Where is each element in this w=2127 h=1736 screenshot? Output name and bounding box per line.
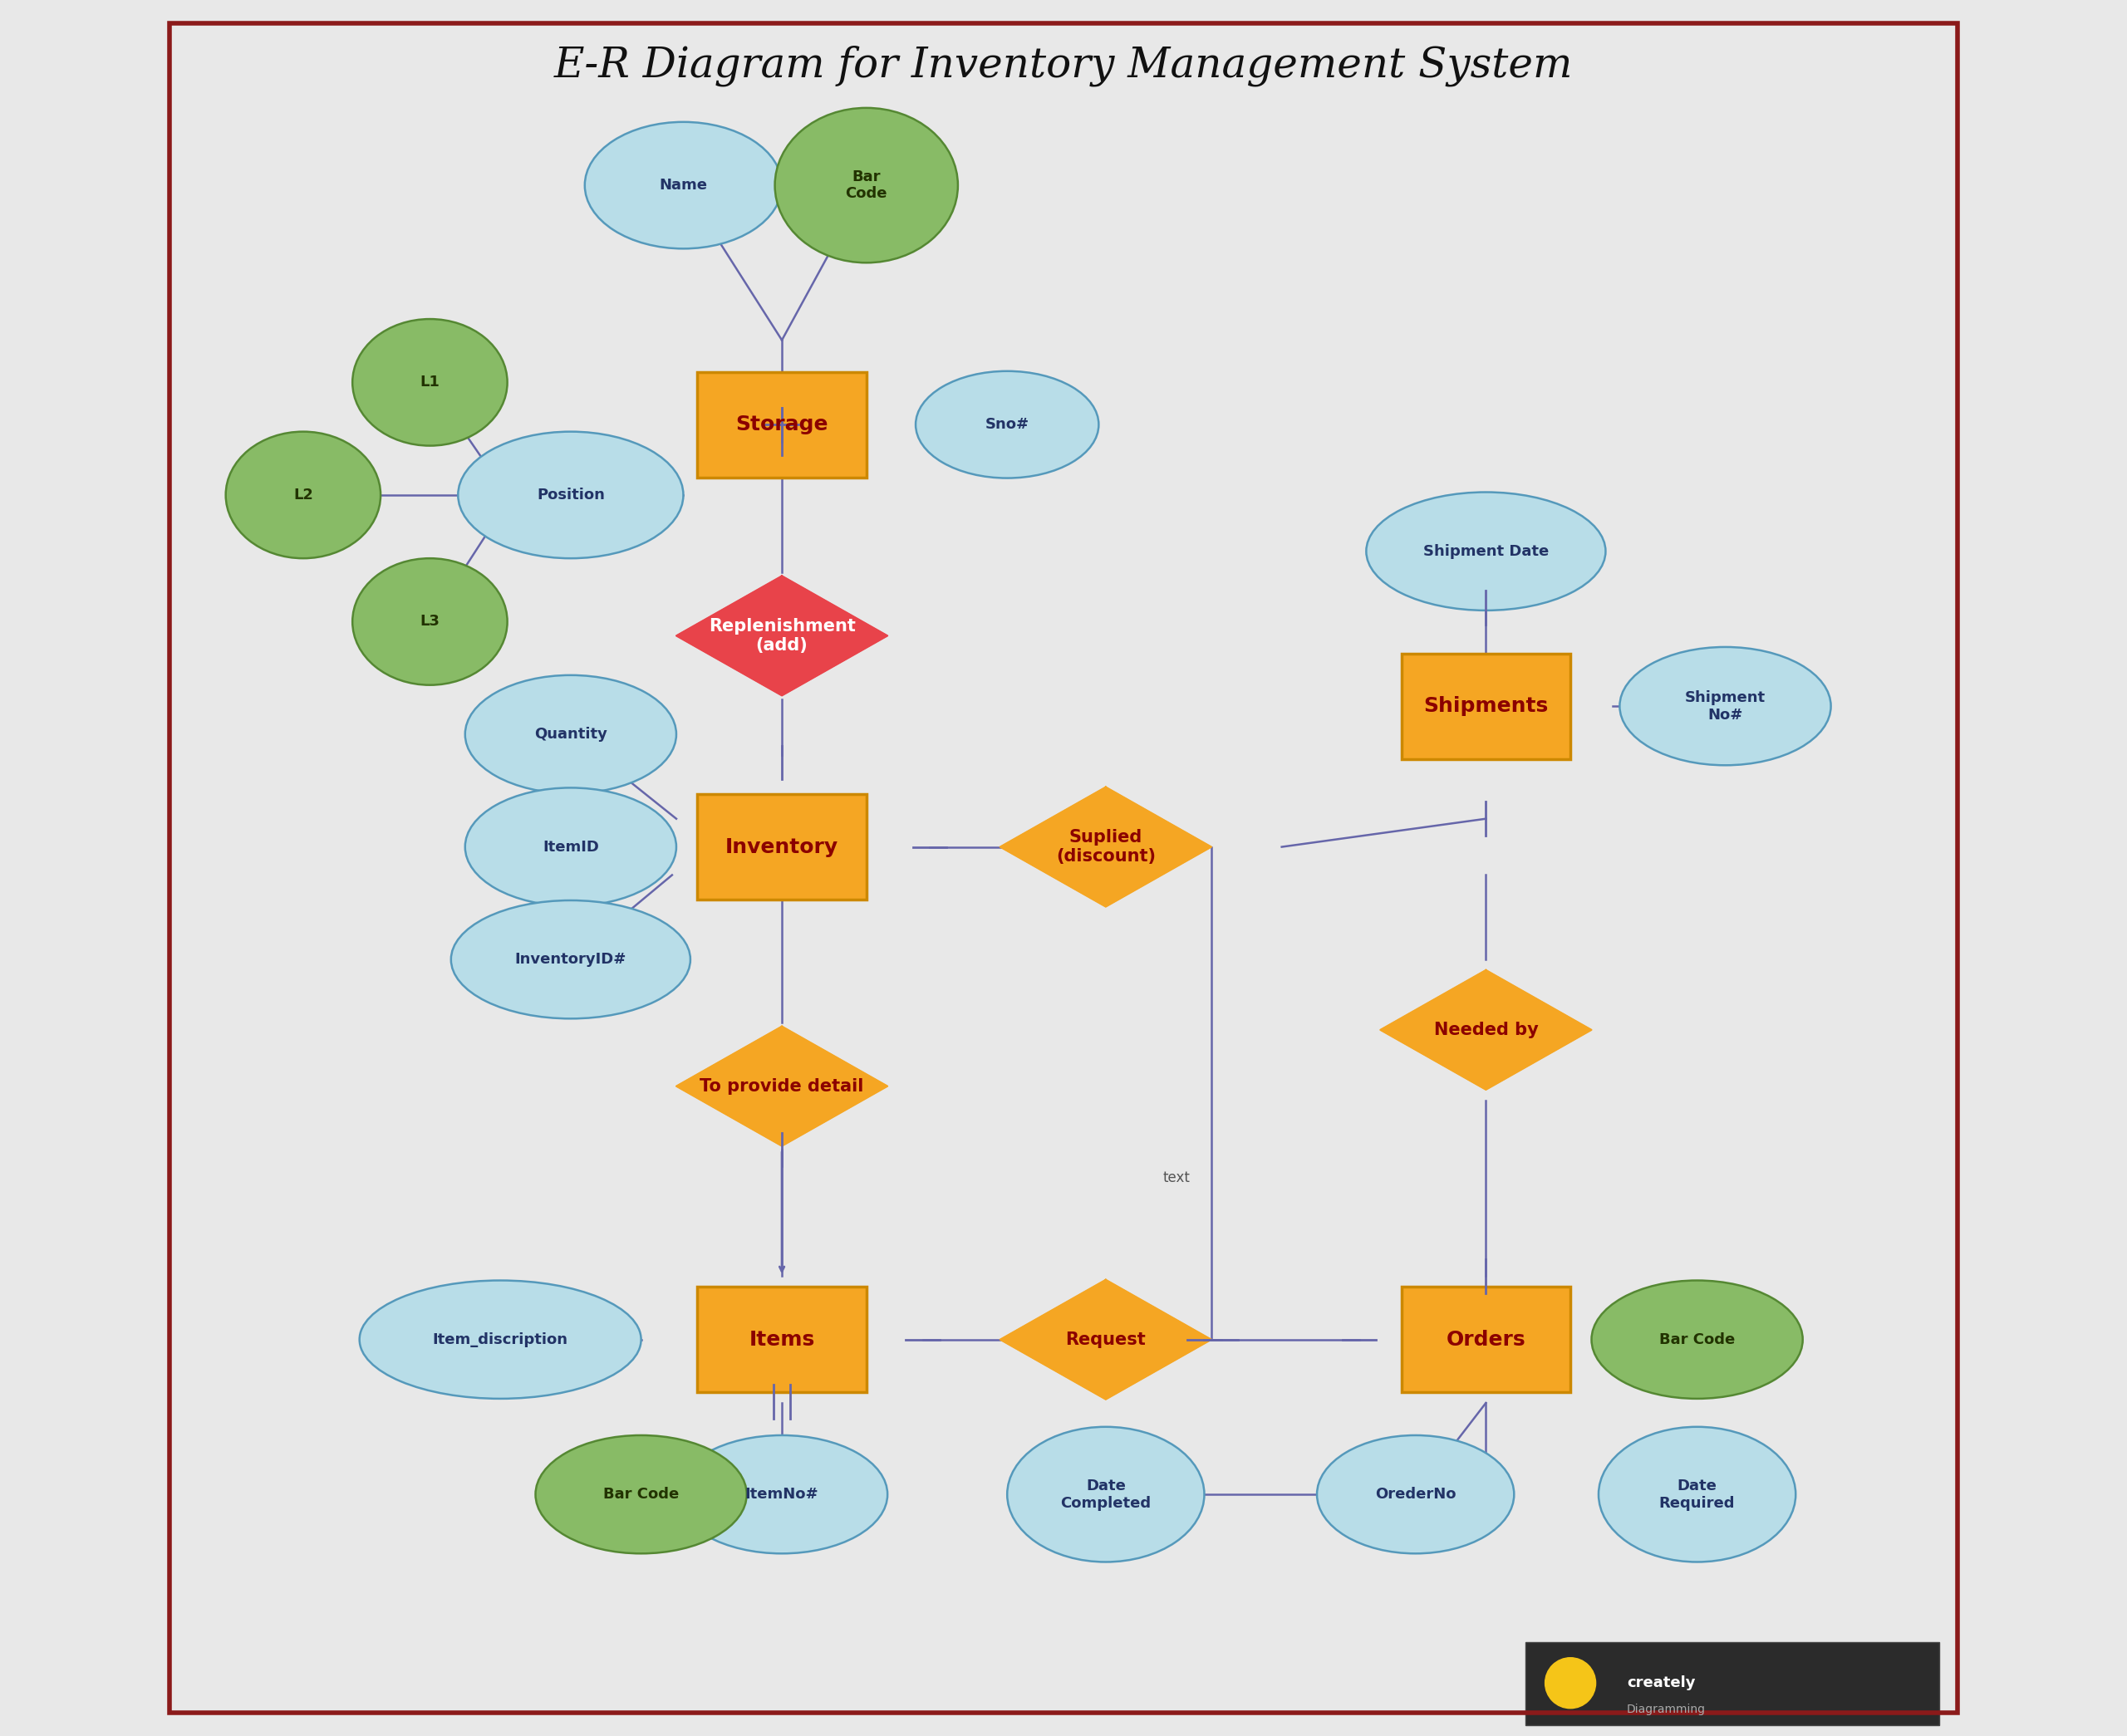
Text: OrederNo: OrederNo — [1374, 1488, 1457, 1502]
Ellipse shape — [1008, 1427, 1204, 1562]
Text: E-R Diagram for Inventory Management System: E-R Diagram for Inventory Management Sys… — [553, 45, 1574, 87]
Text: Shipments: Shipments — [1423, 696, 1548, 715]
Text: L2: L2 — [294, 488, 313, 502]
Text: creately: creately — [1627, 1675, 1695, 1691]
Text: Name: Name — [659, 177, 708, 193]
FancyBboxPatch shape — [1402, 1286, 1570, 1392]
Text: Shipment
No#: Shipment No# — [1685, 689, 1765, 722]
Text: Needed by: Needed by — [1434, 1021, 1538, 1038]
FancyBboxPatch shape — [698, 793, 866, 899]
Ellipse shape — [915, 372, 1100, 477]
Ellipse shape — [1600, 1427, 1795, 1562]
Text: Position: Position — [536, 488, 604, 502]
Text: Bar Code: Bar Code — [604, 1488, 679, 1502]
Polygon shape — [676, 1026, 887, 1146]
Ellipse shape — [536, 1436, 747, 1554]
Circle shape — [1544, 1658, 1595, 1708]
Text: Date
Completed: Date Completed — [1061, 1479, 1151, 1510]
Ellipse shape — [585, 122, 783, 248]
Ellipse shape — [466, 788, 676, 906]
Ellipse shape — [225, 432, 381, 559]
Text: Replenishment
(add): Replenishment (add) — [708, 618, 855, 654]
Ellipse shape — [359, 1281, 640, 1399]
Text: InventoryID#: InventoryID# — [515, 951, 627, 967]
Text: Diagramming: Diagramming — [1627, 1705, 1706, 1715]
Text: Bar Code: Bar Code — [1659, 1332, 1736, 1347]
Text: Date
Required: Date Required — [1659, 1479, 1736, 1510]
Text: Inventory: Inventory — [725, 837, 838, 858]
Ellipse shape — [353, 319, 508, 446]
FancyBboxPatch shape — [1525, 1642, 1940, 1726]
Text: ItemNo#: ItemNo# — [744, 1488, 819, 1502]
Text: Item_discription: Item_discription — [432, 1332, 568, 1347]
Ellipse shape — [457, 432, 683, 559]
Text: Sno#: Sno# — [985, 417, 1029, 432]
Text: Request: Request — [1066, 1332, 1146, 1347]
Text: Suplied
(discount): Suplied (discount) — [1055, 830, 1155, 865]
Text: Items: Items — [749, 1330, 815, 1349]
Text: Shipment Date: Shipment Date — [1423, 543, 1548, 559]
Polygon shape — [1380, 970, 1591, 1090]
Polygon shape — [1000, 786, 1212, 906]
Text: Orders: Orders — [1446, 1330, 1525, 1349]
Polygon shape — [676, 576, 887, 696]
Text: To provide detail: To provide detail — [700, 1078, 864, 1094]
Text: Bar
Code: Bar Code — [844, 168, 887, 201]
Text: L3: L3 — [419, 615, 440, 628]
Ellipse shape — [676, 1436, 887, 1554]
Ellipse shape — [466, 675, 676, 793]
Ellipse shape — [1591, 1281, 1804, 1399]
Ellipse shape — [353, 559, 508, 686]
Ellipse shape — [1619, 648, 1831, 766]
Text: Quantity: Quantity — [534, 727, 606, 741]
Text: ItemID: ItemID — [542, 840, 600, 854]
Ellipse shape — [1317, 1436, 1514, 1554]
Text: Storage: Storage — [736, 415, 827, 434]
Text: text: text — [1163, 1170, 1189, 1186]
Ellipse shape — [451, 901, 691, 1019]
FancyBboxPatch shape — [698, 1286, 866, 1392]
FancyBboxPatch shape — [698, 372, 866, 477]
Text: L1: L1 — [419, 375, 440, 391]
FancyBboxPatch shape — [1402, 653, 1570, 759]
Ellipse shape — [774, 108, 957, 262]
Polygon shape — [1000, 1279, 1212, 1399]
Ellipse shape — [1366, 493, 1606, 611]
